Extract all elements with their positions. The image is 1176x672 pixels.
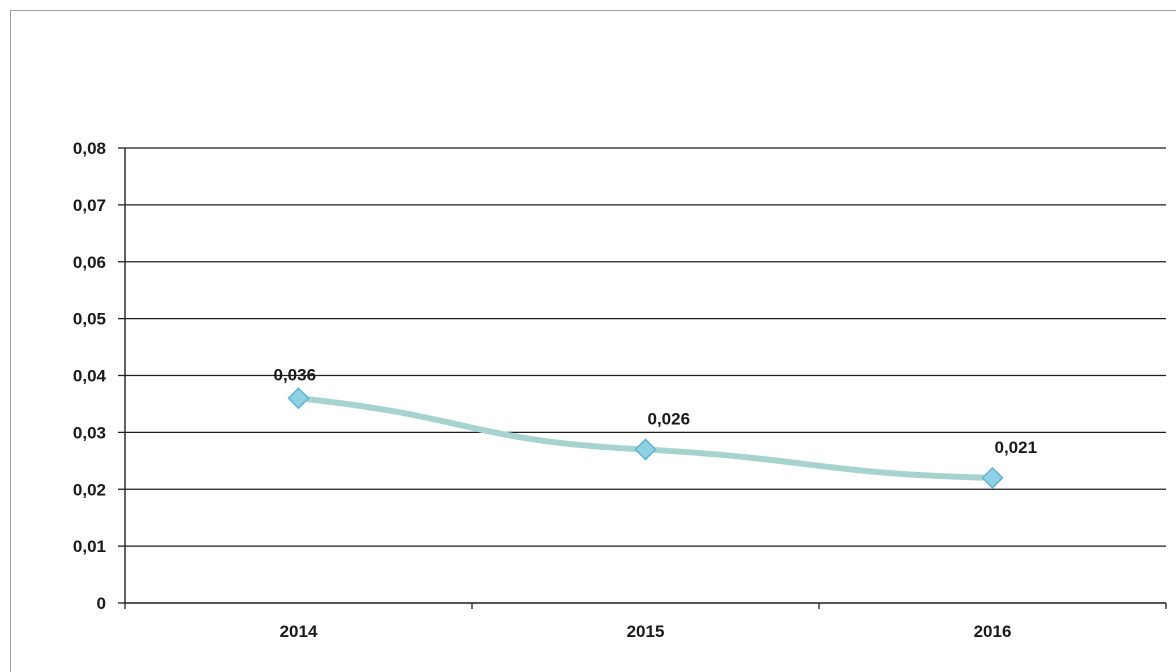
y-tick-label: 0,07 (73, 196, 106, 215)
x-tick-label: 2015 (627, 622, 665, 641)
series (287, 387, 1004, 489)
data-point-marker (634, 438, 657, 461)
y-tick-label: 0 (97, 594, 106, 613)
data-point-marker (287, 387, 310, 410)
data-label: 0,021 (995, 438, 1038, 457)
x-tick-label: 2016 (974, 622, 1012, 641)
axes (118, 147, 1167, 609)
y-tick-labels: 0 0,01 0,02 0,03 0,04 0,05 0,06 0,07 0,08 (73, 139, 107, 613)
data-label: 0,036 (274, 365, 317, 384)
data-point-marker (981, 466, 1004, 489)
y-tick-label: 0,05 (73, 310, 106, 329)
data-labels: 0,036 0,026 0,021 (274, 365, 1038, 457)
y-tick-label: 0,01 (73, 537, 106, 556)
chart-frame (10, 10, 1176, 672)
y-tick-label: 0,06 (73, 253, 106, 272)
x-tick-label: 2014 (280, 622, 318, 641)
gridlines (125, 147, 1166, 547)
y-tick-label: 0,08 (73, 139, 106, 158)
y-tick-label: 0,02 (73, 480, 106, 499)
y-tick-label: 0,03 (73, 423, 106, 442)
data-label: 0,026 (648, 409, 691, 428)
series-line (295, 395, 996, 481)
x-tick-labels: 2014 2015 2016 (280, 622, 1012, 641)
y-tick-label: 0,04 (73, 367, 107, 386)
